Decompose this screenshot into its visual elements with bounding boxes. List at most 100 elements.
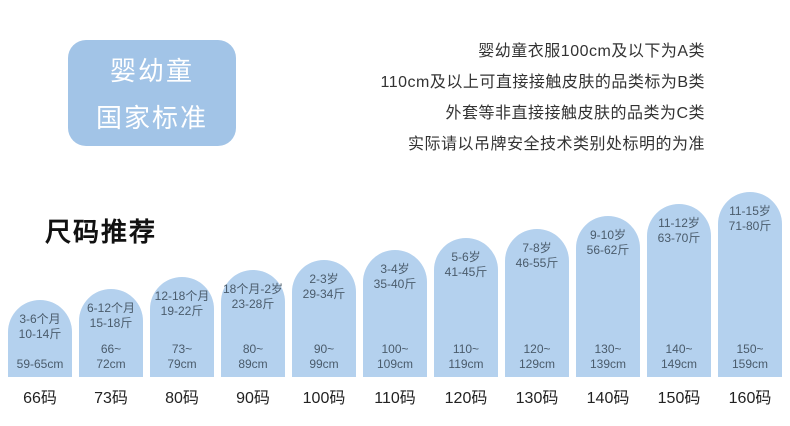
height-min: 150~ bbox=[736, 342, 764, 356]
height-max: 119cm bbox=[448, 357, 484, 371]
height-min: 110~ bbox=[452, 342, 480, 356]
weight-range: 71-80斤 bbox=[728, 219, 772, 233]
size-label: 140码 bbox=[586, 390, 630, 407]
size-label: 80码 bbox=[165, 390, 199, 407]
arch-bottom: 73~ 79cm bbox=[167, 342, 196, 372]
age-range: 2-3岁 bbox=[309, 272, 339, 286]
weight-range: 41-45斤 bbox=[444, 265, 488, 279]
size-arch: 3-6个月 10-14斤 59-65cm bbox=[8, 300, 72, 377]
weight-range: 15-18斤 bbox=[89, 316, 133, 330]
height-min: 100~ bbox=[381, 342, 409, 356]
size-column-130: 7-8岁 46-55斤 120~ 129cm 130码 bbox=[505, 229, 569, 408]
arch-top: 5-6岁 41-45斤 bbox=[445, 250, 488, 280]
weight-range: 10-14斤 bbox=[18, 327, 62, 341]
size-arch: 18个月-2岁 23-28斤 80~ 89cm bbox=[221, 270, 285, 377]
size-arch: 7-8岁 46-55斤 120~ 129cm bbox=[505, 229, 569, 377]
size-arch: 3-4岁 35-40斤 100~ 109cm bbox=[363, 250, 427, 377]
size-arch: 2-3岁 29-34斤 90~ 99cm bbox=[292, 260, 356, 377]
size-label: 90码 bbox=[236, 390, 270, 407]
arch-top: 2-3岁 29-34斤 bbox=[303, 272, 346, 302]
arch-bottom: 110~ 119cm bbox=[448, 342, 483, 372]
size-arch: 6-12个月 15-18斤 66~ 72cm bbox=[79, 289, 143, 377]
height-min: 120~ bbox=[523, 342, 551, 356]
size-arch: 11-12岁 63-70斤 140~ 149cm bbox=[647, 204, 711, 377]
arch-bottom: 100~ 109cm bbox=[377, 342, 413, 372]
weight-range: 35-40斤 bbox=[373, 277, 417, 291]
size-chart: 3-6个月 10-14斤 59-65cm 66码 6-12个月 15-18斤 6… bbox=[8, 192, 782, 408]
size-label: 100码 bbox=[302, 390, 346, 407]
arch-bottom: 150~ 159cm bbox=[732, 342, 768, 372]
height-max: 109cm bbox=[376, 357, 414, 371]
height-max: 149cm bbox=[660, 357, 698, 371]
arch-bottom: 90~ 99cm bbox=[309, 342, 338, 372]
size-column-73: 6-12个月 15-18斤 66~ 72cm 73码 bbox=[79, 289, 143, 408]
height-min: 140~ bbox=[665, 342, 693, 356]
height-max: 159cm bbox=[731, 357, 769, 371]
size-label: 73码 bbox=[94, 390, 128, 407]
height-min: 73~ bbox=[171, 342, 193, 356]
size-column-120: 5-6岁 41-45斤 110~ 119cm 120码 bbox=[434, 238, 498, 408]
arch-bottom: 140~ 149cm bbox=[661, 342, 697, 372]
arch-top: 3-6个月 10-14斤 bbox=[19, 312, 62, 342]
size-column-110: 3-4岁 35-40斤 100~ 109cm 110码 bbox=[363, 250, 427, 408]
size-arch: 11-15岁 71-80斤 150~ 159cm bbox=[718, 192, 782, 377]
arch-top: 6-12个月 15-18斤 bbox=[87, 301, 135, 331]
size-column-140: 9-10岁 56-62斤 130~ 139cm 140码 bbox=[576, 216, 640, 408]
size-arch: 12-18个月 19-22斤 73~ 79cm bbox=[150, 277, 214, 377]
size-arch: 5-6岁 41-45斤 110~ 119cm bbox=[434, 238, 498, 377]
size-label: 110码 bbox=[374, 390, 416, 407]
size-label: 130码 bbox=[515, 390, 559, 407]
arch-top: 9-10岁 56-62斤 bbox=[587, 228, 630, 258]
arch-top: 7-8岁 46-55斤 bbox=[516, 241, 559, 271]
age-range: 9-10岁 bbox=[589, 228, 626, 242]
arch-top: 12-18个月 19-22斤 bbox=[155, 289, 210, 319]
badge-line-2: 国家标准 bbox=[95, 103, 208, 133]
height-min: 90~ bbox=[313, 342, 335, 356]
height-max: 72cm bbox=[96, 357, 126, 371]
size-label: 150码 bbox=[657, 390, 701, 407]
height-min: 130~ bbox=[594, 342, 622, 356]
height-max: 79cm bbox=[167, 357, 197, 371]
age-range: 6-12个月 bbox=[86, 301, 136, 315]
age-range: 11-15岁 bbox=[729, 204, 771, 218]
height-min: 66~ bbox=[100, 342, 122, 356]
size-column-160: 11-15岁 71-80斤 150~ 159cm 160码 bbox=[718, 192, 782, 408]
weight-range: 46-55斤 bbox=[515, 256, 559, 270]
weight-range: 19-22斤 bbox=[160, 304, 204, 318]
age-range: 18个月-2岁 bbox=[222, 282, 284, 296]
size-column-80: 12-18个月 19-22斤 73~ 79cm 80码 bbox=[150, 277, 214, 408]
arch-bottom: 80~ 89cm bbox=[238, 342, 267, 372]
arch-top: 3-4岁 35-40斤 bbox=[374, 262, 417, 292]
size-column-100: 2-3岁 29-34斤 90~ 99cm 100码 bbox=[292, 260, 356, 408]
weight-range: 63-70斤 bbox=[657, 231, 701, 245]
age-range: 3-6个月 bbox=[19, 312, 61, 326]
size-column-66: 3-6个月 10-14斤 59-65cm 66码 bbox=[8, 300, 72, 408]
arch-bottom: 120~ 129cm bbox=[519, 342, 555, 372]
height-max: 139cm bbox=[589, 357, 627, 371]
size-column-90: 18个月-2岁 23-28斤 80~ 89cm 90码 bbox=[221, 270, 285, 408]
national-standard-badge: 婴幼童 国家标准 bbox=[68, 40, 236, 146]
weight-range: 23-28斤 bbox=[231, 297, 275, 311]
height-min: 59-65cm bbox=[16, 357, 64, 371]
age-range: 11-12岁 bbox=[658, 216, 700, 230]
arch-top: 11-12岁 63-70斤 bbox=[658, 216, 701, 246]
arch-top: 18个月-2岁 23-28斤 bbox=[223, 282, 283, 312]
standard-notes: 婴幼童衣服100cm及以下为A类 110cm及以上可直接接触皮肤的品类标为B类 … bbox=[380, 36, 705, 160]
age-range: 7-8岁 bbox=[522, 241, 552, 255]
size-recommendation-title: 尺码推荐 bbox=[45, 217, 158, 247]
height-max: 129cm bbox=[518, 357, 556, 371]
weight-range: 29-34斤 bbox=[302, 287, 346, 301]
height-max: 89cm bbox=[238, 357, 268, 371]
note-line: 婴幼童衣服100cm及以下为A类 bbox=[478, 43, 705, 60]
age-range: 5-6岁 bbox=[451, 250, 481, 264]
note-line: 110cm及以上可直接接触皮肤的品类标为B类 bbox=[380, 74, 705, 91]
weight-range: 56-62斤 bbox=[586, 243, 630, 257]
age-range: 3-4岁 bbox=[380, 262, 410, 276]
note-line: 实际请以吊牌安全技术类别处标明的为准 bbox=[407, 136, 705, 153]
size-column-150: 11-12岁 63-70斤 140~ 149cm 150码 bbox=[647, 204, 711, 408]
size-label: 120码 bbox=[444, 390, 488, 407]
size-arch: 9-10岁 56-62斤 130~ 139cm bbox=[576, 216, 640, 377]
size-label: 66码 bbox=[23, 390, 57, 407]
age-range: 12-18个月 bbox=[154, 289, 210, 303]
